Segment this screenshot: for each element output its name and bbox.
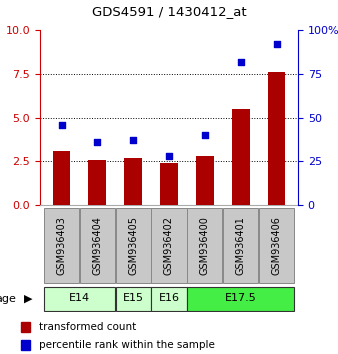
Point [95,139,100,145]
Text: percentile rank within the sample: percentile rank within the sample [40,340,215,350]
Text: GSM936402: GSM936402 [164,216,174,275]
Text: E17.5: E17.5 [225,293,257,303]
Point [59,122,64,127]
FancyBboxPatch shape [259,208,294,283]
Point [130,137,136,143]
Point [238,59,243,64]
Text: GSM936404: GSM936404 [92,216,102,275]
Text: GSM936406: GSM936406 [271,216,282,275]
Point [166,153,172,159]
FancyBboxPatch shape [151,208,187,283]
FancyBboxPatch shape [151,287,187,311]
Text: GDS4591 / 1430412_at: GDS4591 / 1430412_at [92,6,246,18]
Bar [268,72,286,205]
Text: ▶: ▶ [24,294,32,304]
Bar [52,151,70,205]
FancyBboxPatch shape [44,287,115,311]
Text: GSM936400: GSM936400 [200,216,210,275]
Bar [232,109,250,205]
FancyBboxPatch shape [44,208,79,283]
Bar [124,158,142,205]
FancyBboxPatch shape [80,208,115,283]
Text: transformed count: transformed count [40,322,137,332]
Text: age: age [0,294,17,304]
FancyBboxPatch shape [187,287,294,311]
Bar [196,156,214,205]
FancyBboxPatch shape [116,287,151,311]
Text: GSM936405: GSM936405 [128,216,138,275]
Text: GSM936401: GSM936401 [236,216,246,275]
Bar [21,321,30,332]
FancyBboxPatch shape [116,208,151,283]
Text: E14: E14 [69,293,90,303]
Text: GSM936403: GSM936403 [56,216,67,275]
Point [202,132,208,138]
Text: E15: E15 [123,293,144,303]
Bar [160,163,178,205]
FancyBboxPatch shape [223,208,258,283]
Bar [21,339,30,350]
Text: E16: E16 [159,293,179,303]
Point [274,41,279,47]
FancyBboxPatch shape [187,208,222,283]
Bar [88,160,106,205]
